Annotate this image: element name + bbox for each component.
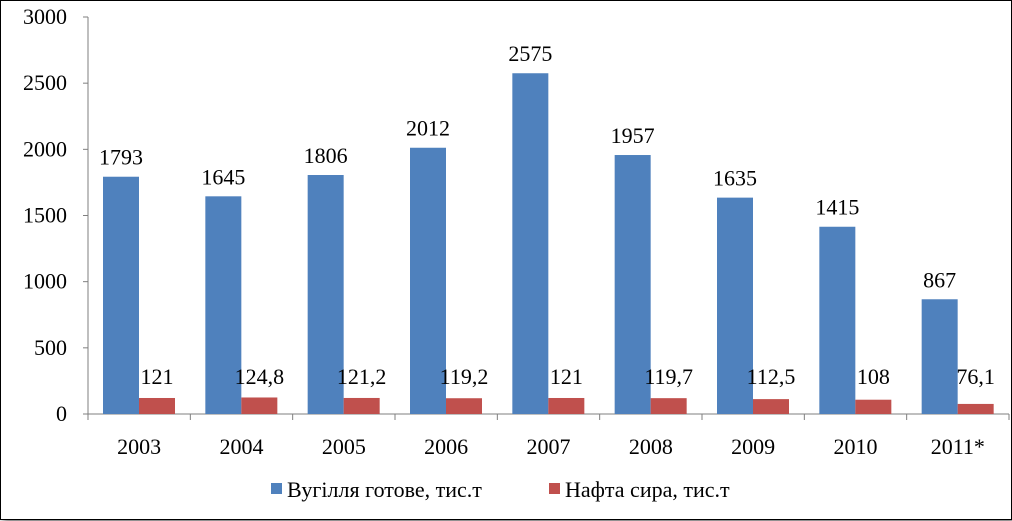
bar-coal [614, 155, 651, 414]
data-label-coal: 2575 [508, 41, 552, 66]
y-tick-label: 3000 [23, 4, 67, 29]
bar-oil [753, 399, 789, 414]
bar-oil [139, 397, 175, 414]
bar-coal [921, 299, 958, 414]
y-tick-label: 2000 [23, 136, 67, 161]
data-label-oil: 112,5 [747, 364, 796, 389]
data-label-coal: 1645 [201, 164, 245, 189]
legend-label-coal: Вугілля готове, тис.т [287, 477, 482, 502]
y-tick-label: 1000 [23, 269, 67, 294]
data-label-coal: 2012 [406, 116, 450, 141]
bar-coal [819, 226, 856, 414]
bar-oil [855, 399, 892, 414]
data-label-oil: 121,2 [337, 364, 387, 389]
bar-coal [410, 147, 446, 414]
category-label: 2008 [629, 434, 673, 459]
data-label-coal: 1415 [815, 195, 859, 220]
x-axis: 2003 2004 2005 2006 2007 2008 2009 2010 2011* [87, 413, 1010, 459]
data-label-oil: 121 [141, 364, 174, 389]
data-labels: 1793 1645 1806 2012 2575 1957 1635 1415 867 121 12… [99, 41, 995, 389]
bar-oil [241, 397, 278, 414]
y-tick-label: 1500 [23, 203, 67, 228]
category-label: 2010 [834, 434, 878, 459]
bar-oil [650, 398, 687, 414]
data-label-coal: 1635 [713, 166, 757, 191]
data-label-coal: 1957 [611, 123, 655, 148]
y-axis: 0 500 1000 1500 2000 2500 3000 [23, 4, 89, 426]
data-label-oil: 119,2 [440, 364, 489, 389]
data-label-oil: 119,7 [644, 364, 693, 389]
category-label: 2009 [731, 434, 775, 459]
data-label-oil: 108 [857, 364, 890, 389]
bar-oil [548, 397, 585, 414]
y-tick-label: 0 [56, 401, 67, 426]
category-label: 2006 [424, 434, 468, 459]
legend-swatch-oil [549, 483, 560, 494]
category-label: 2011* [931, 434, 985, 459]
bar-coal [717, 197, 753, 414]
bar-oil [957, 403, 994, 414]
data-label-oil: 76,1 [956, 364, 995, 389]
bar-coal [512, 73, 549, 414]
data-label-coal: 1806 [304, 143, 348, 168]
category-label: 2007 [527, 434, 571, 459]
data-label-oil: 121 [550, 364, 583, 389]
legend-swatch-coal [271, 483, 282, 494]
bar-oil [343, 397, 380, 414]
bar-coal [307, 175, 344, 414]
category-label: 2003 [117, 434, 161, 459]
legend-label-oil: Нафта сира, тис.т [565, 477, 730, 502]
data-label-oil: 124,8 [235, 364, 285, 389]
data-label-coal: 867 [923, 267, 956, 292]
data-label-coal: 1793 [99, 145, 143, 170]
bars [103, 73, 994, 414]
bar-coal [205, 196, 242, 414]
legend: Вугілля готове, тис.т Нафта сира, тис.т [271, 477, 730, 502]
category-label: 2005 [322, 434, 366, 459]
y-tick-label: 500 [34, 335, 67, 360]
category-label: 2004 [220, 434, 264, 459]
bar-coal [103, 176, 139, 414]
y-tick-label: 2500 [23, 70, 67, 95]
bar-oil [446, 398, 482, 414]
